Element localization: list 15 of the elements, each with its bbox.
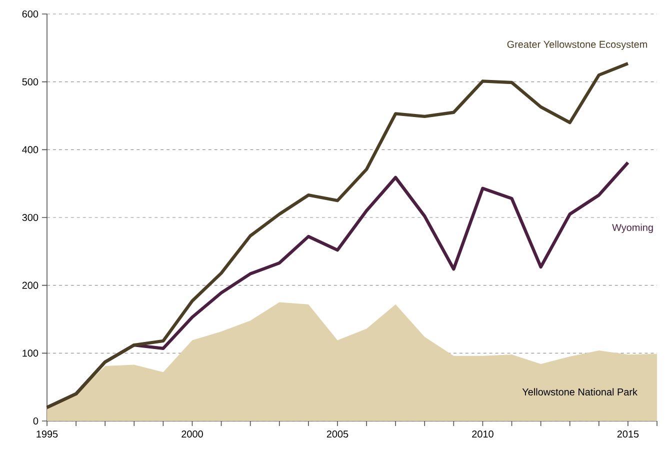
y-tick-label: 400 xyxy=(22,146,38,154)
x-tick-label: 1995 xyxy=(36,430,58,438)
y-tick-label: 600 xyxy=(22,10,38,18)
text: Wyoming xyxy=(612,224,653,233)
y-tick-label: 200 xyxy=(22,282,38,289)
text: Greater Yellowstone Ecosystem xyxy=(507,40,647,50)
y-tick-label: 500 xyxy=(22,78,38,86)
x-tick-label: 2000 xyxy=(182,430,203,438)
y-tick-label: 100 xyxy=(22,350,38,357)
x-tick-label: 2015 xyxy=(617,430,639,438)
y-tick-label: 0 xyxy=(33,417,38,425)
x-tick-label: 2010 xyxy=(472,430,494,438)
x-tick-label: 2005 xyxy=(326,430,348,438)
y-tick-label: 300 xyxy=(22,214,38,222)
series-label: Yellowstone National Park xyxy=(522,388,638,396)
